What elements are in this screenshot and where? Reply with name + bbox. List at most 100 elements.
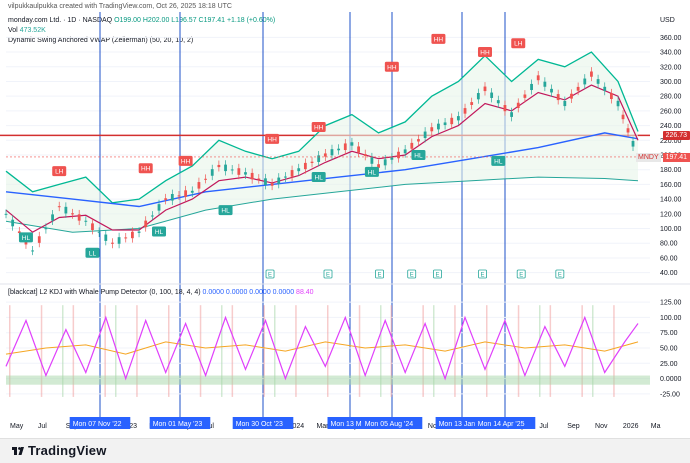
candle-body (224, 164, 227, 172)
earnings-marker-label: E (378, 273, 382, 279)
date-marker-label: Mon 30 Oct '23 (236, 421, 283, 428)
candle-body (97, 231, 101, 233)
subpanel-label[interactable]: [blackcat] L2 KDJ with Whale Pump Detect… (8, 289, 201, 296)
signal-column (72, 305, 75, 397)
x-tick-label: 2026 (623, 423, 639, 430)
signal-column (433, 305, 435, 397)
candle-body (337, 148, 341, 151)
swing-label-box (384, 61, 399, 72)
indicator-label[interactable]: Dynamic Swing Anchored VWAP (Zeiierman) … (8, 37, 194, 44)
earnings-marker (516, 269, 526, 279)
signal-column (549, 305, 552, 397)
candle-body (490, 92, 494, 98)
swing-label: HH (314, 125, 324, 132)
y-tick-label: 120.00 (660, 211, 682, 218)
candle-body (496, 100, 500, 104)
swing-label: HL (368, 169, 377, 176)
signal-column (327, 305, 329, 397)
date-marker-boxes: Mon 07 Nov '22 Mon 01 May '23 Mon 30 Oct '… (69, 417, 536, 429)
swing-label-box (364, 166, 379, 177)
symbol-title[interactable]: monday.com Ltd. · 1D · NASDAQ (8, 17, 113, 24)
swing-label-box (52, 166, 67, 177)
candle-body (403, 149, 407, 154)
candle-body (170, 193, 174, 201)
swing-label-box (152, 226, 167, 237)
candle-body (4, 213, 8, 215)
earnings-marker-label: E (435, 273, 439, 279)
candle-body (51, 214, 54, 221)
candle-body (330, 149, 334, 156)
earnings-marker-label: E (326, 273, 330, 279)
candle-body (530, 83, 533, 91)
y-tick-label: 160.00 (660, 182, 682, 189)
signal-column (380, 305, 382, 397)
y-tick-label: 280.00 (660, 94, 682, 101)
date-marker-label: Mon 14 Apr '25 (478, 421, 525, 428)
earnings-marker (555, 269, 565, 279)
resistance-price-badge: 226.73 (662, 131, 690, 140)
candle-body (57, 206, 61, 208)
signal-column (390, 305, 393, 397)
subpanel-value-5: 88.40 (296, 289, 314, 296)
candle-body (430, 127, 434, 132)
candle-body (244, 172, 247, 175)
date-marker-box (327, 417, 373, 429)
swing-label-box (431, 33, 446, 44)
candle-body (111, 242, 114, 244)
swing-label: HL (22, 235, 31, 242)
y-tick-label: 180.00 (660, 167, 682, 174)
candle-body (357, 146, 360, 153)
candle-body (11, 219, 15, 227)
price-series-layer (4, 67, 650, 256)
y-tick-label: 60.00 (660, 255, 678, 262)
candle-body (210, 169, 214, 176)
kdj-tick-label: 50.00 (660, 346, 678, 353)
footer: TradingView (0, 438, 690, 463)
x-tick-label: May (10, 423, 24, 430)
date-marker-box (361, 417, 423, 429)
swing-label-box (477, 47, 492, 58)
candle-body (583, 78, 587, 85)
candle-body (450, 117, 454, 125)
swing-label-box (265, 133, 280, 144)
candle-body (536, 75, 540, 81)
candle-body (184, 190, 188, 197)
earnings-marker-label: E (558, 273, 562, 279)
earnings-marker-label: E (268, 273, 272, 279)
signal-column (274, 305, 276, 397)
candle-body (576, 86, 580, 91)
candle-body (383, 159, 387, 166)
swing-label: LH (514, 41, 523, 48)
candle-body (91, 223, 94, 230)
x-tick-label: Jul (38, 423, 47, 430)
signal-column (62, 305, 64, 397)
swing-label: HH (480, 50, 490, 57)
candle-body (250, 172, 254, 180)
candle-body (317, 155, 321, 162)
swing-label-box (218, 205, 233, 216)
y-tick-label: 260.00 (660, 108, 682, 115)
price-chart-svg[interactable]: LH HH HH HH HH HH HH HH HL LL HL HL HL HL HL HL LH E E E E E E… (0, 0, 690, 438)
signal-column (115, 305, 117, 397)
candle-body (363, 154, 367, 156)
candle-body (390, 157, 394, 160)
footer-brand[interactable]: TradingView (28, 443, 107, 458)
candle-body (483, 86, 487, 92)
vwap-line (5, 132, 639, 208)
swing-label: HH (387, 64, 397, 71)
earnings-marker-label: E (519, 273, 523, 279)
signal-column (9, 305, 11, 397)
swing-label-box (178, 155, 193, 166)
candle-body (310, 161, 314, 164)
candle-body (104, 234, 108, 241)
signal-column (221, 305, 223, 397)
y-tick-label: 140.00 (660, 197, 682, 204)
signal-column (358, 305, 361, 397)
candle-body (117, 237, 121, 244)
swing-label: LH (55, 169, 64, 176)
candle-body (609, 93, 613, 100)
candle-body (626, 128, 630, 133)
kdj-axis: 125.00 100.00 75.00 50.00 25.00 0.0000 -25.00 (660, 300, 682, 399)
date-marker-label: Mon 13 Jan ' (439, 421, 479, 428)
